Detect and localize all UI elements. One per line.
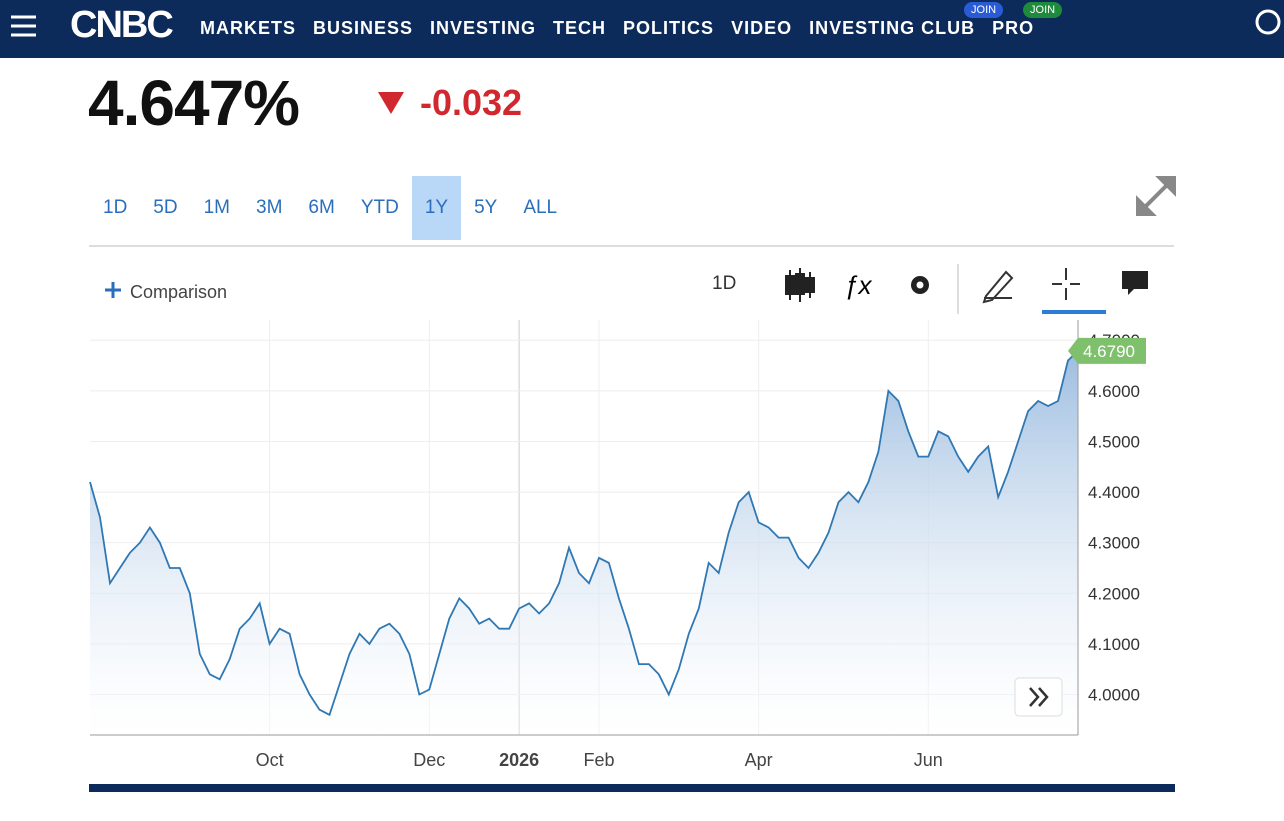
y-tick-label: 4.5000 [1088,432,1140,451]
x-tick-label: Apr [745,750,773,770]
nav-item[interactable]: POLITICS [623,18,715,38]
y-tick-label: 4.1000 [1088,635,1140,654]
range-tab[interactable]: 5D [153,197,178,218]
candle-icon[interactable] [785,268,815,302]
x-tick-label: Jun [914,750,943,770]
join-badge[interactable]: JOIN [1023,2,1063,18]
range-tab[interactable]: YTD [360,197,399,218]
area [90,350,1078,735]
range-tab[interactable]: ALL [523,197,558,218]
nav-items: MARKETS BUSINESS INVESTING TECH POLITICS VIDE… [200,2,1063,39]
x-tick-label: Oct [256,750,284,770]
nav-item[interactable]: PRO JOIN [992,2,1063,39]
x-tick-label: 2026 [499,750,539,770]
last-value-badge [1068,337,1146,364]
draw-icon[interactable] [982,270,1014,304]
nav-item[interactable]: BUSINESS [313,18,414,38]
nav-item[interactable]: VIDEO [731,18,793,38]
nav-item[interactable]: INVESTING [430,18,537,38]
comment-icon[interactable] [1122,271,1148,295]
plus-icon[interactable] [102,279,126,303]
last-value-label: 4.6790 [1083,342,1135,361]
x-tick-label: Feb [583,750,614,770]
expand-icon[interactable] [1134,174,1178,218]
nav-item[interactable]: TECH [553,18,607,38]
nav-item[interactable]: INVESTING CLUB JOIN [809,2,1004,39]
y-tick-label: 4.3000 [1088,534,1140,553]
price-change: -0.032 [420,82,523,123]
logo[interactable]: CNBC [70,4,174,46]
y-tick-label: 4.0000 [1088,686,1140,705]
price: 4.647% [88,67,300,139]
nav-item[interactable]: MARKETS [200,18,296,38]
range-tab[interactable]: 1D [103,197,128,218]
y-tick-label: 4.4000 [1088,483,1140,502]
fx-icon[interactable]: ƒx [844,270,872,300]
comparison-button[interactable]: Comparison [130,282,228,302]
nav-bar: CNBC MARKETS BUSINESS INVESTING TECH POLITIC… [0,0,1284,58]
x-tick-label: Dec [413,750,445,770]
crosshair-icon[interactable] [1052,268,1080,300]
y-tick-label: 4.6000 [1088,382,1140,401]
search-icon[interactable] [1250,0,1284,58]
down-arrow [378,92,404,114]
y-tick-label: 4.2000 [1088,584,1140,603]
settings-icon[interactable] [911,276,929,294]
menu-icon[interactable] [6,0,46,58]
line [89,350,1079,717]
range-tab[interactable]: 6M [308,197,335,218]
range-tab[interactable]: 1Y [411,176,462,240]
range-tabs: 1D 5D 1M 3M 6M YTD 1Y 5Y ALL [90,176,570,240]
interval-button[interactable]: 1D [712,273,737,294]
section-rule [89,784,1175,792]
y-tick-label: 4.7000 [1088,331,1140,350]
scroll-button[interactable] [1014,677,1063,717]
join-badge[interactable]: JOIN [964,2,1004,18]
range-tab[interactable]: 3M [256,197,283,218]
range-tab[interactable]: 1M [203,197,230,218]
range-tab[interactable]: 5Y [474,197,498,218]
